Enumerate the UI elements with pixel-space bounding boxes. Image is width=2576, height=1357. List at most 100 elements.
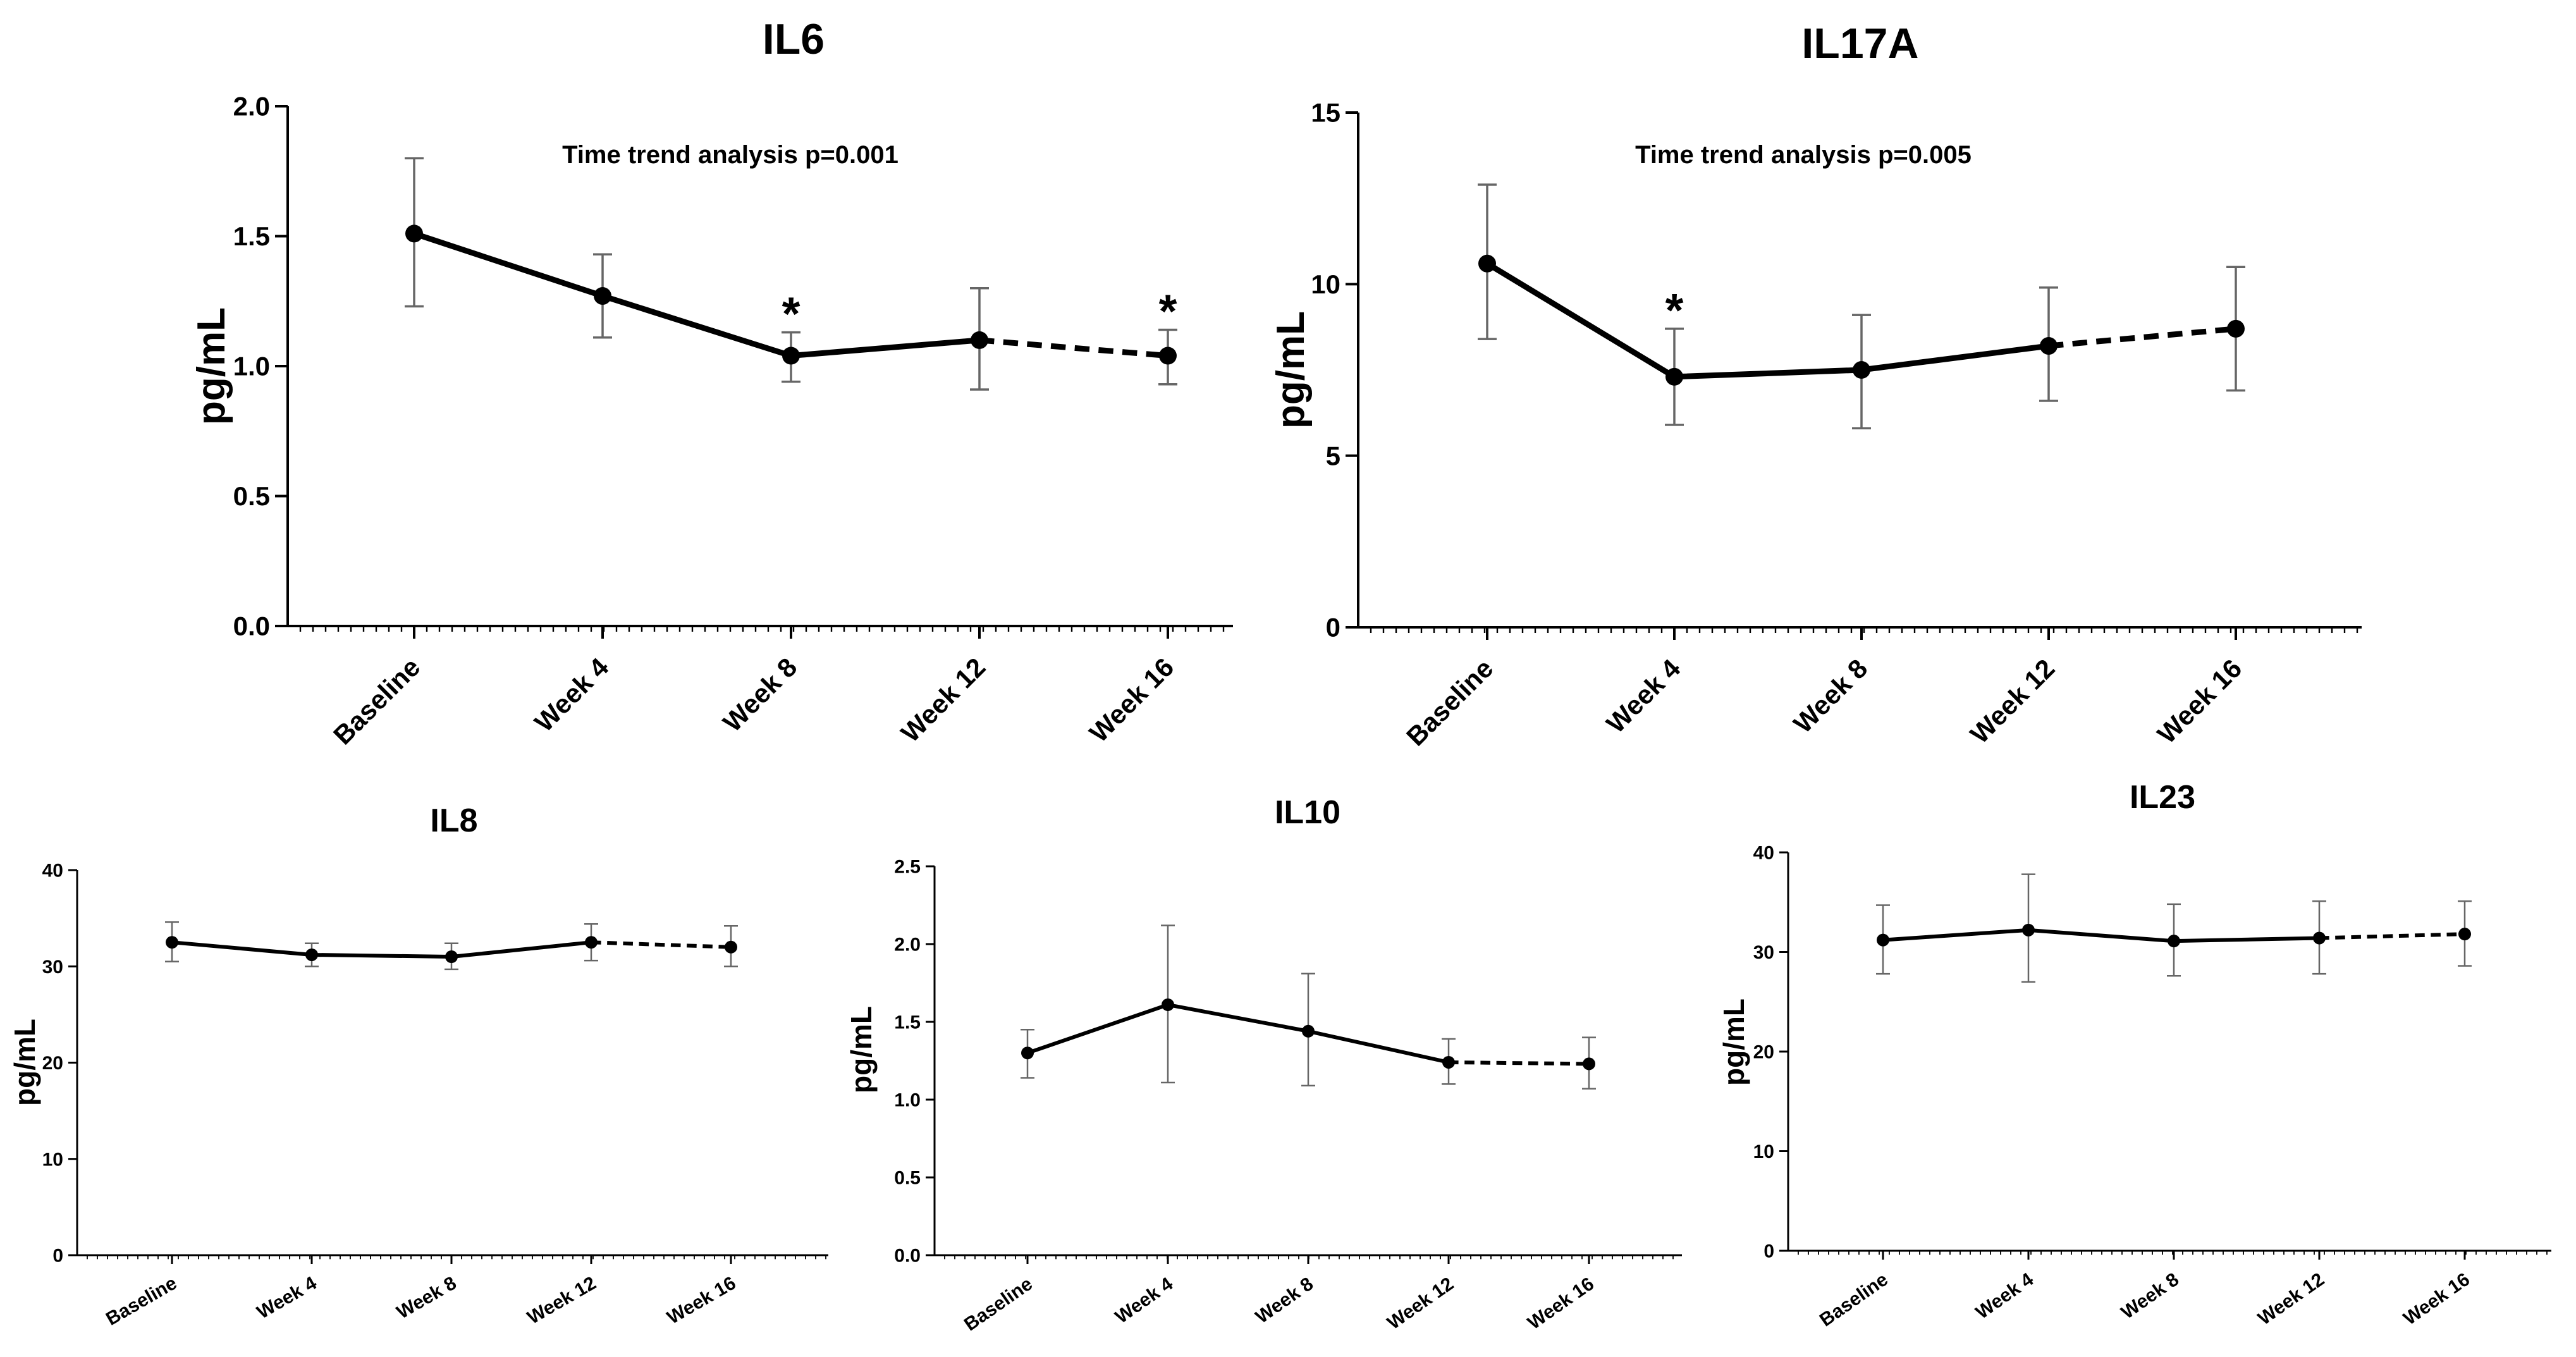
y-tick-label: 2.0 [233, 92, 270, 121]
x-tick-label: Week 8 [393, 1272, 460, 1323]
x-tick-label: Week 4 [1600, 653, 1686, 739]
data-point [445, 950, 458, 964]
data-point [2458, 928, 2471, 941]
significance-marker: * [782, 288, 800, 340]
y-tick-label: 20 [1753, 1042, 1774, 1063]
y-tick-label: 1.0 [233, 352, 270, 381]
y-tick-label: 0 [52, 1246, 63, 1267]
x-tick-label: Week 8 [1252, 1274, 1317, 1328]
data-point [1853, 361, 1870, 379]
x-tick-label: Week 16 [1084, 652, 1180, 748]
y-tick-label: 30 [42, 957, 63, 978]
chart-title: IL8 [430, 802, 477, 839]
data-point [1478, 254, 1496, 273]
chart-title: IL6 [763, 15, 825, 63]
x-tick-label: Week 12 [895, 652, 991, 748]
chart-il6: IL6 pg/mL 0.0 0.5 1.0 1.5 2.0 Baseline Week 4 Wee… [190, 15, 1233, 751]
x-tick-label: Week 12 [524, 1272, 599, 1328]
x-tick-label: Week 8 [2118, 1269, 2183, 1323]
chart-il8: IL8 pg/mL 0 10 20 30 40 Baseline Week 4 Week 8 Wee… [8, 802, 828, 1330]
y-tick-label: 40 [42, 861, 63, 881]
series-line-dashed [591, 940, 732, 949]
data-point [1877, 933, 1889, 947]
series-line [413, 231, 980, 359]
x-tick-label: Week 4 [529, 652, 615, 738]
data-point [585, 936, 598, 949]
y-tick-label: 30 [1753, 942, 1774, 963]
chart-il17a: IL17A pg/mL 0 5 10 15 Baseline Week 4 Week 8 Week… [1269, 20, 2362, 752]
y-axis-label: pg/mL [1717, 998, 1750, 1086]
significance-marker: * [1665, 284, 1684, 336]
data-point [782, 347, 800, 365]
data-point [1021, 1047, 1034, 1060]
series-line [1027, 1002, 1449, 1064]
x-tick-label: Week 16 [2400, 1269, 2474, 1330]
chart-il23: IL23 pg/mL 0 10 20 30 40 Baseline Week 4 Week 8 We… [1717, 779, 2551, 1331]
y-tick-label: 0 [1326, 613, 1340, 642]
y-axis-label: pg/mL [8, 1019, 41, 1106]
data-point [1159, 347, 1177, 365]
y-tick-label: 5 [1326, 441, 1340, 470]
x-tick-label: Week 8 [717, 652, 802, 737]
data-point [305, 948, 318, 961]
y-tick-label: 0.5 [233, 481, 270, 511]
chart-title: IL23 [2130, 779, 2195, 816]
data-point [594, 287, 611, 305]
series-line [1882, 928, 2320, 943]
series-line [171, 940, 592, 959]
x-tick-label: Baseline [102, 1272, 180, 1329]
y-tick-label: 2.5 [894, 857, 921, 878]
chart-title: IL10 [1275, 794, 1340, 831]
trend-annotation: Time trend analysis p=0.005 [1635, 141, 1972, 169]
data-point [1442, 1055, 1455, 1069]
x-tick-label: Week 8 [1788, 653, 1873, 739]
x-tick-label: Baseline [960, 1274, 1036, 1336]
data-point [1665, 367, 1683, 386]
y-tick-label: 0.0 [894, 1246, 921, 1267]
x-tick-label: Baseline [1401, 653, 1499, 751]
y-tick-label: 10 [1753, 1141, 1774, 1162]
chart-title: IL17A [1801, 20, 1918, 68]
x-tick-label: Baseline [328, 652, 426, 750]
significance-marker: * [1159, 285, 1177, 337]
series-line-dashed [2319, 932, 2465, 940]
y-tick-label: 1.5 [233, 221, 270, 251]
y-axis-label: pg/mL [1269, 311, 1313, 429]
y-tick-label: 20 [42, 1053, 63, 1074]
x-tick-label: Week 4 [1972, 1269, 2037, 1323]
y-axis-label: pg/mL [845, 1006, 878, 1093]
data-point [2313, 931, 2326, 945]
data-point [725, 940, 737, 954]
y-tick-label: 0 [1763, 1241, 1774, 1262]
data-point [2040, 337, 2058, 355]
x-tick-label: Week 16 [663, 1272, 739, 1328]
data-point [1583, 1057, 1595, 1071]
data-point [2022, 923, 2035, 936]
trend-annotation: Time trend analysis p=0.001 [562, 141, 899, 169]
data-point [1302, 1024, 1315, 1038]
series-line [1485, 261, 2049, 380]
y-axis-label: pg/mL [190, 307, 233, 425]
x-tick-label: Week 4 [1112, 1274, 1177, 1328]
x-tick-label: Week 12 [1965, 653, 2061, 749]
x-tick-label: Week 12 [2254, 1269, 2328, 1330]
data-point [1162, 998, 1174, 1011]
data-point [971, 331, 988, 349]
series-line-dashed [1448, 1060, 1590, 1066]
y-tick-label: 1.5 [894, 1012, 921, 1033]
x-tick-label: Week 16 [1524, 1274, 1598, 1334]
data-point [166, 936, 178, 949]
x-tick-label: Week 4 [254, 1272, 321, 1323]
y-tick-label: 0.0 [233, 611, 270, 641]
y-tick-label: 1.0 [894, 1090, 921, 1111]
y-tick-label: 15 [1311, 98, 1340, 128]
y-tick-label: 2.0 [894, 935, 921, 955]
x-tick-label: Baseline [1816, 1269, 1892, 1331]
data-point [2227, 319, 2245, 338]
data-point [405, 224, 423, 243]
y-tick-label: 10 [1311, 269, 1340, 299]
x-tick-label: Week 12 [1383, 1274, 1457, 1334]
series-line-dashed [2048, 326, 2236, 349]
y-tick-label: 10 [42, 1149, 63, 1170]
